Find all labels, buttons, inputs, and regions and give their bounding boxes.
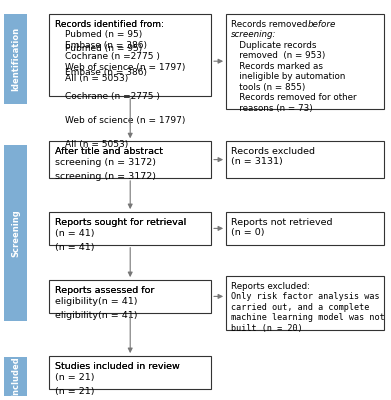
Text: Records identified from:: Records identified from: — [55, 20, 163, 29]
Text: Pubmed (n = 95): Pubmed (n = 95) — [65, 30, 142, 40]
Text: Cochrane (n =2775 ): Cochrane (n =2775 ) — [65, 92, 160, 101]
FancyBboxPatch shape — [4, 14, 27, 104]
Text: Records marked as: Records marked as — [231, 62, 323, 70]
Text: Embase (n = 386): Embase (n = 386) — [65, 41, 147, 50]
Text: tools (n = 855): tools (n = 855) — [231, 83, 305, 92]
Text: Pubmed (n = 95): Pubmed (n = 95) — [65, 44, 142, 53]
Text: screening:: screening: — [231, 30, 276, 39]
Text: Reports sought for retrieval: Reports sought for retrieval — [55, 218, 186, 227]
Text: Screening: Screening — [11, 209, 20, 257]
Text: screening (n = 3172): screening (n = 3172) — [55, 158, 156, 167]
Text: Records excluded
(n = 3131): Records excluded (n = 3131) — [231, 147, 315, 166]
Text: Records identified from:: Records identified from: — [55, 20, 163, 29]
Text: Web of science (n = 1797): Web of science (n = 1797) — [65, 63, 185, 72]
Text: Reports assessed for: Reports assessed for — [55, 286, 154, 294]
Text: Records removed for other: Records removed for other — [231, 93, 356, 102]
Text: Studies included in review: Studies included in review — [55, 362, 179, 370]
Text: All (n = 5053): All (n = 5053) — [65, 140, 128, 148]
Text: Embase (n = 386): Embase (n = 386) — [65, 68, 147, 77]
Text: reasons (n = 73): reasons (n = 73) — [231, 104, 312, 113]
Text: All (n = 5053): All (n = 5053) — [65, 74, 128, 83]
FancyBboxPatch shape — [226, 276, 384, 330]
Text: Duplicate records: Duplicate records — [231, 41, 316, 50]
Text: Reports assessed for: Reports assessed for — [55, 286, 154, 295]
FancyBboxPatch shape — [226, 141, 384, 178]
Text: carried out, and a complete: carried out, and a complete — [231, 302, 369, 312]
Text: Only risk factor analysis was: Only risk factor analysis was — [231, 292, 379, 301]
FancyBboxPatch shape — [49, 356, 211, 389]
Text: screening (n = 3172): screening (n = 3172) — [55, 172, 156, 181]
Text: Reports not retrieved
(n = 0): Reports not retrieved (n = 0) — [231, 218, 332, 237]
Text: (n = 21): (n = 21) — [55, 387, 94, 396]
FancyBboxPatch shape — [4, 357, 27, 396]
FancyBboxPatch shape — [4, 145, 27, 321]
Text: removed  (n = 953): removed (n = 953) — [231, 51, 325, 60]
Text: machine learning model was not: machine learning model was not — [231, 313, 384, 322]
Text: Records removed: Records removed — [231, 20, 310, 29]
Text: (n = 41): (n = 41) — [55, 229, 94, 238]
Text: Web of science (n = 1797): Web of science (n = 1797) — [65, 116, 185, 125]
Text: Cochrane (n =2775 ): Cochrane (n =2775 ) — [65, 52, 160, 61]
Text: After title and abstract: After title and abstract — [55, 147, 163, 156]
Text: Included: Included — [11, 356, 20, 397]
Text: before: before — [308, 20, 336, 29]
FancyBboxPatch shape — [226, 212, 384, 245]
FancyBboxPatch shape — [49, 141, 211, 178]
Text: Studies included in review: Studies included in review — [55, 362, 179, 371]
Text: Identification: Identification — [11, 27, 20, 91]
FancyBboxPatch shape — [49, 212, 211, 245]
Text: Reports sought for retrieval: Reports sought for retrieval — [55, 218, 186, 226]
FancyBboxPatch shape — [49, 280, 211, 313]
Text: eligibility(n = 41): eligibility(n = 41) — [55, 297, 137, 306]
Text: ineligible by automation: ineligible by automation — [231, 72, 345, 81]
Text: (n = 21): (n = 21) — [55, 373, 94, 382]
FancyBboxPatch shape — [49, 14, 211, 96]
Text: built (n = 20): built (n = 20) — [231, 324, 303, 333]
Text: After title and abstract: After title and abstract — [55, 147, 163, 156]
Text: eligibility(n = 41): eligibility(n = 41) — [55, 311, 137, 320]
Text: (n = 41): (n = 41) — [55, 243, 94, 252]
Text: Reports excluded:: Reports excluded: — [231, 282, 310, 290]
FancyBboxPatch shape — [226, 14, 384, 109]
